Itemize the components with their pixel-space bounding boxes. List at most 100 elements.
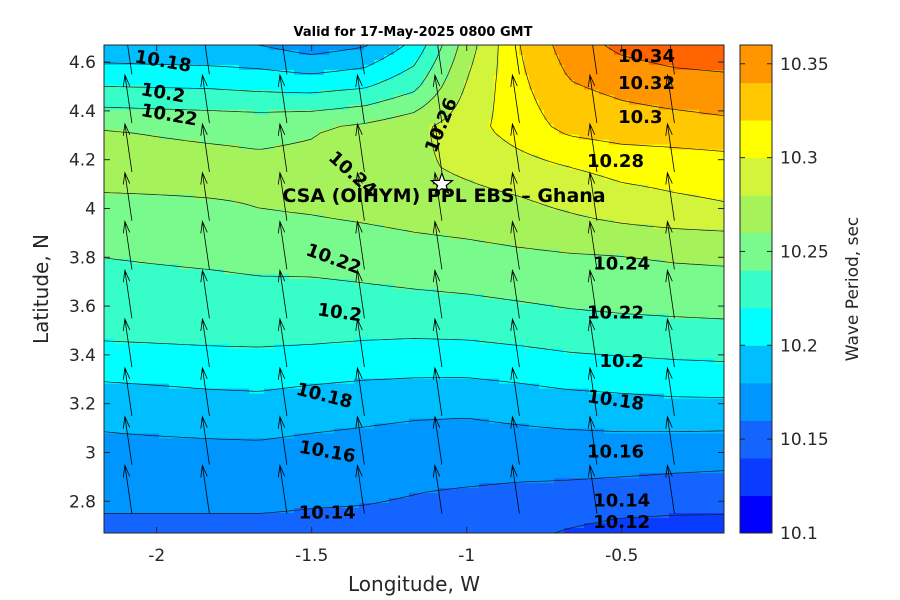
filled-contour-cell [534, 69, 540, 76]
filled-contour-cell [644, 239, 650, 245]
filled-contour-cell [319, 119, 325, 126]
filled-contour-cell [499, 45, 505, 51]
filled-contour-cell [179, 189, 185, 195]
filled-contour-cell [154, 239, 160, 245]
filled-contour-cell [389, 189, 395, 195]
filled-contour-cell [154, 69, 160, 76]
filled-contour-cell [634, 134, 640, 141]
filled-contour-cell [414, 239, 420, 245]
filled-contour-cell [534, 59, 540, 66]
filled-contour-cell [139, 224, 145, 230]
filled-contour-cell [469, 179, 475, 186]
filled-contour-cell [234, 239, 240, 245]
filled-contour-cell [279, 79, 285, 86]
filled-contour-cell [689, 204, 695, 210]
filled-contour-cell [459, 49, 465, 56]
filled-contour-cell [514, 94, 520, 101]
filled-contour-cell [499, 204, 505, 210]
filled-contour-cell [234, 79, 240, 86]
filled-contour-cell [204, 159, 210, 166]
filled-contour-cell [484, 104, 490, 111]
filled-contour-cell [364, 74, 370, 81]
filled-contour-cell [564, 184, 570, 191]
filled-contour-cell [429, 124, 435, 131]
filled-contour-cell [584, 109, 590, 116]
filled-contour-cell [174, 169, 180, 176]
filled-contour-cell [429, 134, 435, 141]
filled-contour-cell [594, 84, 600, 91]
filled-contour-cell [209, 154, 215, 161]
filled-contour-cell [654, 74, 660, 81]
filled-contour-cell [219, 119, 225, 126]
filled-contour-cell [399, 219, 405, 225]
filled-contour-cell [224, 219, 230, 225]
filled-contour-cell [519, 74, 525, 81]
filled-contour-cell [479, 214, 485, 220]
filled-contour-cell [504, 194, 510, 200]
filled-contour-cell [374, 224, 380, 230]
filled-contour-cell [669, 209, 675, 215]
filled-contour-cell [169, 119, 175, 126]
filled-contour-cell [544, 45, 550, 51]
filled-contour-cell [614, 139, 620, 146]
filled-contour-cell [649, 84, 655, 91]
filled-contour-cell [154, 149, 160, 156]
filled-contour-cell [149, 174, 155, 181]
filled-contour-cell [499, 214, 505, 220]
filled-contour-cell [454, 114, 460, 121]
filled-contour-cell [589, 194, 595, 200]
filled-contour-cell [379, 74, 385, 81]
filled-contour-cell [169, 69, 175, 76]
filled-contour-cell [114, 49, 120, 56]
filled-contour-cell [154, 229, 160, 235]
filled-contour-cell [694, 214, 700, 220]
filled-contour-cell [254, 79, 260, 86]
filled-contour-cell [329, 109, 335, 116]
filled-contour-cell [244, 224, 250, 230]
filled-contour-cell [654, 94, 660, 101]
filled-contour-cell [224, 54, 230, 61]
filled-contour-cell [689, 49, 695, 56]
filled-contour-cell [454, 99, 460, 106]
filled-contour-cell [634, 104, 640, 111]
filled-contour-cell [679, 84, 685, 91]
filled-contour-cell [434, 164, 440, 171]
filled-contour-cell [614, 104, 620, 111]
filled-contour-cell [264, 104, 270, 111]
filled-contour-cell [199, 179, 205, 186]
filled-contour-cell [324, 79, 330, 86]
filled-contour-cell [489, 164, 495, 171]
filled-contour-cell [229, 159, 235, 166]
filled-contour-cell [184, 224, 190, 230]
filled-contour-cell [249, 84, 255, 91]
filled-contour-cell [139, 154, 145, 161]
filled-contour-cell [694, 209, 700, 215]
filled-contour-cell [594, 219, 600, 225]
filled-contour-cell [179, 84, 185, 91]
filled-contour-cell [304, 129, 310, 136]
filled-contour-cell [319, 149, 325, 156]
filled-contour-cell [314, 64, 320, 71]
filled-contour-cell [539, 169, 545, 176]
filled-contour-cell [104, 49, 110, 56]
filled-contour-cell [404, 214, 410, 220]
filled-contour-cell [654, 194, 660, 200]
filled-contour-cell [439, 209, 445, 215]
filled-contour-cell [459, 229, 465, 235]
filled-contour-cell [249, 199, 255, 205]
filled-contour-cell [524, 174, 530, 181]
filled-contour-cell [404, 59, 410, 66]
filled-contour-cell [609, 119, 615, 126]
filled-contour-cell [619, 89, 625, 96]
filled-contour-cell [214, 45, 220, 51]
filled-contour-cell [249, 89, 255, 96]
filled-contour-cell [469, 184, 475, 191]
filled-contour-cell [569, 69, 575, 76]
filled-contour-cell [509, 199, 515, 205]
filled-contour-cell [564, 154, 570, 161]
filled-contour-cell [504, 229, 510, 235]
filled-contour-cell [314, 49, 320, 56]
filled-contour-cell [164, 224, 170, 230]
filled-contour-cell [479, 224, 485, 230]
filled-contour-cell [589, 129, 595, 136]
